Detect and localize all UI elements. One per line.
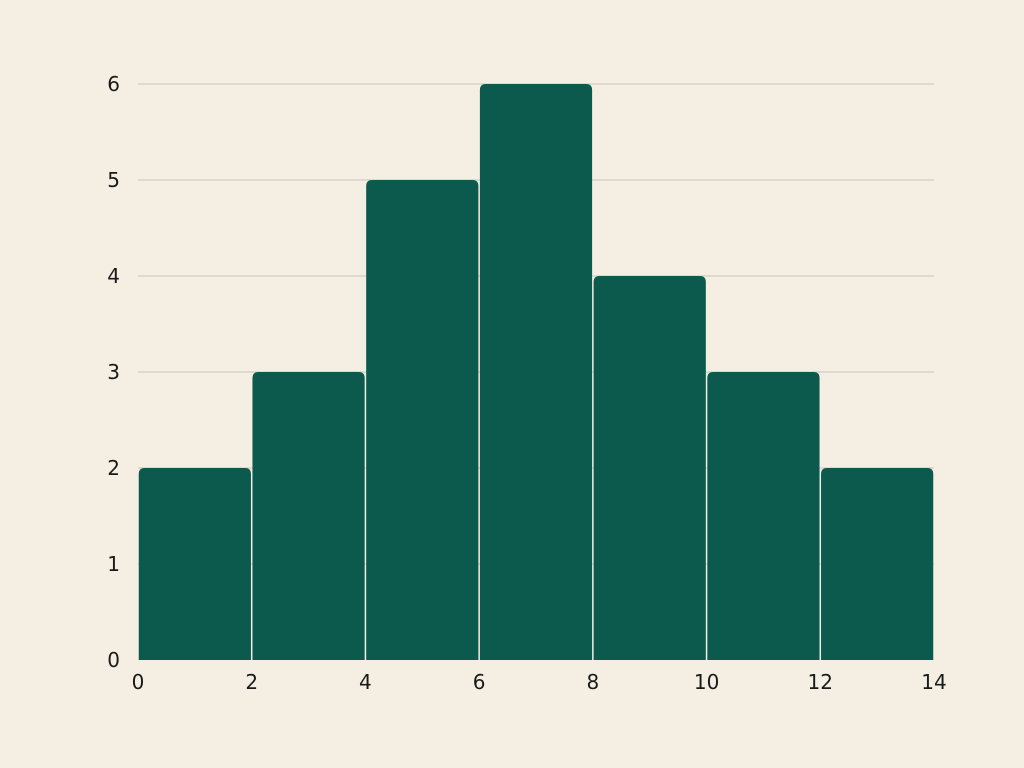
x-tick-label: 4 (359, 670, 372, 694)
x-tick-label: 12 (808, 670, 833, 694)
x-tick-label: 10 (694, 670, 719, 694)
x-tick-label: 6 (473, 670, 486, 694)
histogram-bar (821, 468, 934, 660)
x-axis-ticks: 0 2 4 6 8 10 12 14 (132, 670, 947, 694)
x-tick-label: 0 (132, 670, 145, 694)
y-tick-label: 1 (107, 552, 120, 576)
x-tick-label: 8 (586, 670, 599, 694)
histogram-bar (252, 372, 365, 660)
histogram-bar (138, 468, 251, 660)
x-tick-label: 2 (245, 670, 258, 694)
y-tick-label: 4 (107, 264, 120, 288)
y-tick-label: 0 (107, 648, 120, 672)
histogram-bar (707, 372, 820, 660)
y-tick-label: 2 (107, 456, 120, 480)
bars (138, 84, 934, 660)
y-tick-label: 5 (107, 168, 120, 192)
y-tick-label: 3 (107, 360, 120, 384)
y-axis-ticks: 0 1 2 3 4 5 6 (107, 72, 120, 672)
y-tick-label: 6 (107, 72, 120, 96)
x-tick-label: 14 (921, 670, 946, 694)
histogram-bar (479, 84, 593, 660)
histogram-bar (366, 180, 479, 660)
histogram-bar (593, 276, 706, 660)
